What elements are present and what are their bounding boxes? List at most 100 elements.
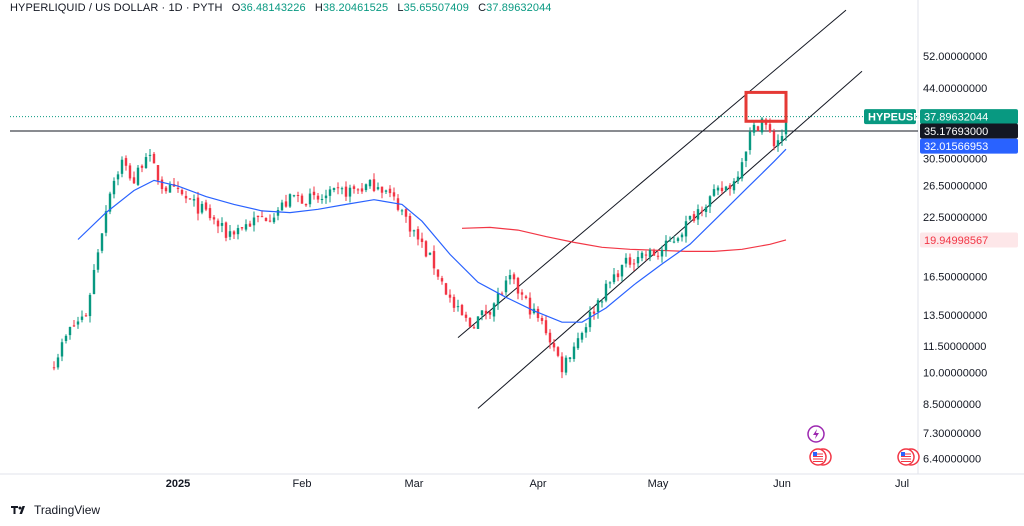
candle[interactable] (576, 332, 580, 351)
candle[interactable] (728, 183, 732, 196)
candle[interactable] (692, 210, 696, 223)
candle[interactable] (604, 280, 608, 303)
candle[interactable] (764, 117, 768, 130)
candle[interactable] (292, 194, 296, 198)
ma-fast-line[interactable] (77, 148, 787, 323)
candle[interactable] (708, 195, 712, 214)
candle[interactable] (176, 181, 180, 193)
candle[interactable] (408, 213, 412, 237)
ma-slow-line[interactable] (461, 226, 787, 252)
candle[interactable] (372, 173, 376, 193)
candle[interactable] (236, 224, 240, 240)
price-label-ma-slow[interactable]: 19.94998567 (920, 232, 1018, 248)
candle[interactable] (352, 184, 356, 194)
candle[interactable] (580, 331, 584, 343)
candle[interactable] (716, 185, 720, 196)
candle[interactable] (308, 188, 312, 208)
candle[interactable] (760, 116, 764, 135)
candle[interactable] (664, 235, 668, 257)
candle[interactable] (92, 264, 96, 295)
candle[interactable] (208, 204, 212, 221)
candle[interactable] (316, 192, 320, 203)
candle[interactable] (268, 214, 272, 223)
candle[interactable] (152, 152, 156, 164)
candle[interactable] (740, 157, 744, 182)
candle[interactable] (204, 199, 208, 212)
candle[interactable] (56, 353, 60, 370)
candle[interactable] (492, 302, 496, 322)
candle[interactable] (124, 155, 128, 171)
candle[interactable] (572, 342, 576, 362)
candle[interactable] (168, 181, 172, 193)
symbol-title[interactable]: HYPERLIQUID / US DOLLAR · 1D · PYTH (10, 2, 223, 14)
candle[interactable] (592, 306, 596, 320)
candle[interactable] (60, 338, 64, 362)
candle[interactable] (496, 287, 500, 310)
candle[interactable] (504, 275, 508, 296)
candle[interactable] (640, 251, 644, 262)
candle[interactable] (368, 179, 372, 189)
candle[interactable] (484, 304, 488, 320)
candle[interactable] (300, 193, 304, 204)
candle[interactable] (560, 352, 564, 379)
candle[interactable] (512, 272, 516, 285)
candle[interactable] (400, 208, 404, 216)
candle[interactable] (436, 269, 440, 280)
candle[interactable] (780, 129, 784, 146)
candle[interactable] (216, 218, 220, 234)
candle[interactable] (288, 193, 292, 209)
candle[interactable] (96, 248, 100, 273)
candle[interactable] (328, 186, 332, 203)
candle[interactable] (612, 268, 616, 285)
candle[interactable] (264, 217, 268, 222)
candle[interactable] (244, 219, 248, 232)
candle[interactable] (448, 289, 452, 303)
candle[interactable] (480, 310, 484, 321)
channel-upper-line[interactable] (457, 9, 847, 338)
candle[interactable] (364, 183, 368, 193)
candle[interactable] (548, 329, 552, 349)
candle[interactable] (656, 251, 660, 260)
price-label-ma-fast[interactable]: 32.01566953 (920, 138, 1018, 154)
candle[interactable] (88, 292, 92, 323)
candle[interactable] (200, 201, 204, 215)
candle[interactable] (76, 316, 80, 329)
candle[interactable] (732, 178, 736, 194)
candle[interactable] (752, 120, 756, 136)
candle[interactable] (344, 181, 348, 202)
candle[interactable] (472, 324, 476, 329)
candle[interactable] (80, 310, 84, 323)
candle[interactable] (184, 190, 188, 204)
candle[interactable] (320, 194, 324, 204)
candle[interactable] (420, 232, 424, 248)
candle[interactable] (384, 189, 388, 194)
candle[interactable] (564, 355, 568, 376)
candle[interactable] (84, 313, 88, 317)
candle[interactable] (52, 361, 56, 371)
candle[interactable] (600, 299, 604, 308)
candle[interactable] (324, 189, 328, 204)
price-label-last[interactable]: 37.89632044 (920, 109, 1018, 125)
candle[interactable] (140, 164, 144, 173)
candle[interactable] (684, 215, 688, 243)
candle[interactable] (724, 185, 728, 192)
candle[interactable] (332, 187, 336, 193)
candle[interactable] (128, 163, 132, 181)
candle[interactable] (464, 311, 468, 322)
candle[interactable] (636, 250, 640, 268)
candle[interactable] (232, 230, 236, 239)
candle[interactable] (108, 191, 112, 215)
candle[interactable] (340, 186, 344, 195)
candle[interactable] (540, 315, 544, 325)
candle[interactable] (460, 303, 464, 316)
candle[interactable] (520, 289, 524, 301)
lightning-event-icon[interactable] (807, 425, 825, 443)
candle[interactable] (304, 203, 308, 207)
candle[interactable] (632, 259, 636, 271)
candle[interactable] (256, 215, 260, 223)
candle[interactable] (688, 215, 692, 221)
candle[interactable] (660, 245, 664, 263)
candle[interactable] (544, 315, 548, 336)
candle[interactable] (148, 149, 152, 162)
